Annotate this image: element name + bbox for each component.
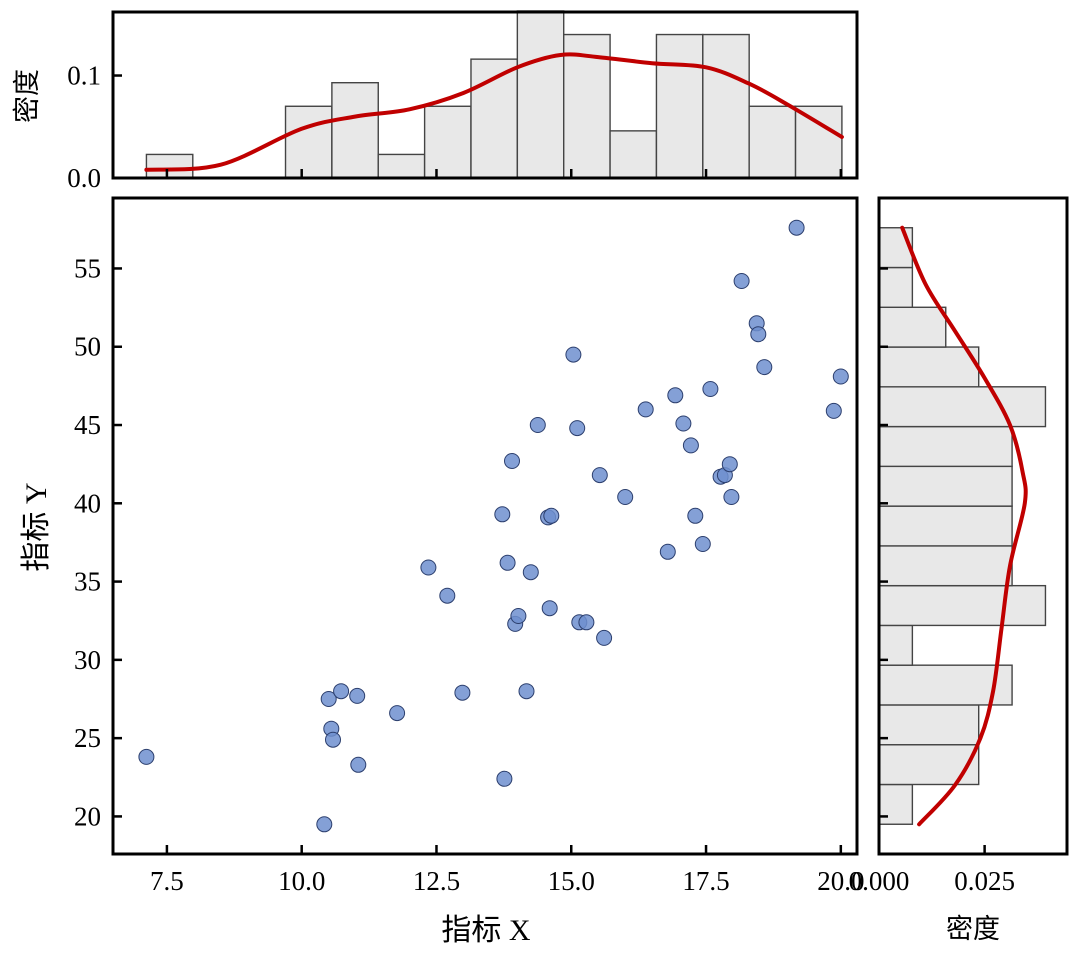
scatter-point xyxy=(494,506,511,523)
scatter-point xyxy=(825,402,842,419)
scatter-point xyxy=(687,507,704,524)
scatter-point xyxy=(750,326,767,343)
scatter-point xyxy=(529,417,546,433)
y-hist-bar xyxy=(878,346,980,388)
y-axis-label: 指标 Y xyxy=(20,482,53,571)
y-tick-label: 45 xyxy=(74,410,101,440)
y-hist-bar xyxy=(878,227,914,269)
x-hist-bar xyxy=(609,130,658,179)
scatter-point xyxy=(702,381,719,397)
x-hist-bar xyxy=(284,105,333,179)
x-tick-label: 17.5 xyxy=(682,866,729,896)
scatter-point xyxy=(439,587,456,604)
scatter-frame xyxy=(111,196,859,856)
x-tick-label: 12.5 xyxy=(413,866,460,896)
scatter-point xyxy=(659,543,676,560)
x-hist-bar xyxy=(702,33,750,179)
scatter-point xyxy=(320,691,337,707)
scatter-point xyxy=(682,437,699,454)
scatter-point xyxy=(667,387,684,404)
scatter-point xyxy=(522,564,539,581)
y-marginal-frame xyxy=(877,196,1069,856)
y-hist-bar xyxy=(878,584,1047,627)
scatter-point xyxy=(569,420,586,437)
x-marginal-frame xyxy=(111,10,859,180)
y-hist-bar xyxy=(878,425,1013,468)
x-hist-bar xyxy=(423,105,472,179)
y-tick-label: 25 xyxy=(74,723,101,753)
y-marginal-panel: 0.000 0.025 xyxy=(849,196,1069,896)
x-hist-bar xyxy=(748,105,797,179)
scatter-point xyxy=(578,614,595,631)
y-hist-bar xyxy=(878,266,914,308)
y-tick-label: 40 xyxy=(74,488,101,518)
y-hist-bar xyxy=(878,783,914,825)
x-hist-bar xyxy=(145,153,194,179)
y-hist-bar xyxy=(878,744,980,786)
y-tick-label: 35 xyxy=(74,567,101,597)
scatter-point xyxy=(541,600,558,617)
scatter-point xyxy=(510,608,527,624)
y-hist-bar xyxy=(878,386,1047,428)
x-hist-bar xyxy=(516,10,565,179)
y-hist-bar xyxy=(878,545,1013,587)
scatter-point xyxy=(499,554,516,571)
x-marginal-y-label: 密度 xyxy=(12,69,42,123)
scatter-point xyxy=(565,346,582,363)
scatter-panel: 7.5 10.0 12.5 15.0 17.5 20.0 20 25 30 35 40 45 50 55 xyxy=(74,196,864,896)
scatter-point xyxy=(723,489,740,505)
scatter-point xyxy=(389,705,406,722)
scatter-point xyxy=(518,683,535,700)
y-tick-label: 30 xyxy=(74,645,101,675)
y-marginal-x-tick-label: 0.000 xyxy=(849,866,910,896)
x-tick-label: 10.0 xyxy=(278,866,325,896)
scatter-point xyxy=(496,770,513,787)
x-hist-bar xyxy=(331,82,379,179)
x-hist-bar xyxy=(655,33,704,179)
scatter-point xyxy=(349,687,366,704)
scatter-point xyxy=(591,467,608,484)
scatter-point xyxy=(333,683,350,700)
scatter-point xyxy=(733,273,750,289)
scatter-point xyxy=(596,629,613,646)
scatter-point xyxy=(543,507,560,524)
y-tick-label: 55 xyxy=(74,253,101,283)
scatter-point xyxy=(832,368,849,385)
scatter-point xyxy=(454,684,471,701)
x-axis-label: 指标 X xyxy=(441,914,530,947)
y-tick-label: 50 xyxy=(74,332,101,362)
x-tick-label: 20.0 xyxy=(817,866,864,896)
x-marginal-panel: 0.0 0.1 xyxy=(67,10,859,193)
scatter-point xyxy=(637,401,654,418)
scatter-point xyxy=(138,748,155,765)
scatter-point xyxy=(756,359,773,376)
x-hist-bar xyxy=(794,105,843,179)
y-tick-label: 20 xyxy=(74,801,101,831)
scatter-point xyxy=(788,219,805,236)
x-kde-curve xyxy=(144,52,844,172)
scatter-point xyxy=(675,415,692,432)
scatter-point xyxy=(694,536,711,552)
y-marginal-x-label: 密度 xyxy=(946,914,1000,944)
scatter-point xyxy=(617,489,634,505)
scatter-point xyxy=(420,559,437,576)
y-kde-curve xyxy=(900,225,1028,827)
y-hist-bar xyxy=(878,505,1013,547)
y-hist-bar xyxy=(878,465,1013,507)
y-marginal-x-tick-label: 0.025 xyxy=(954,866,1015,896)
scatter-point xyxy=(325,731,341,748)
scatter-point xyxy=(721,456,738,473)
x-marginal-y-tick-label: 0.1 xyxy=(67,61,101,91)
x-hist-bar xyxy=(377,153,426,179)
scatter-point xyxy=(316,816,333,833)
scatter-point xyxy=(504,453,520,469)
scatter-point xyxy=(350,756,367,773)
x-marginal-y-tick-label: 0.0 xyxy=(67,163,101,193)
x-tick-label: 15.0 xyxy=(548,866,595,896)
y-hist-bar xyxy=(878,306,947,348)
x-tick-label: 7.5 xyxy=(150,866,184,896)
y-hist-bar xyxy=(878,704,980,746)
